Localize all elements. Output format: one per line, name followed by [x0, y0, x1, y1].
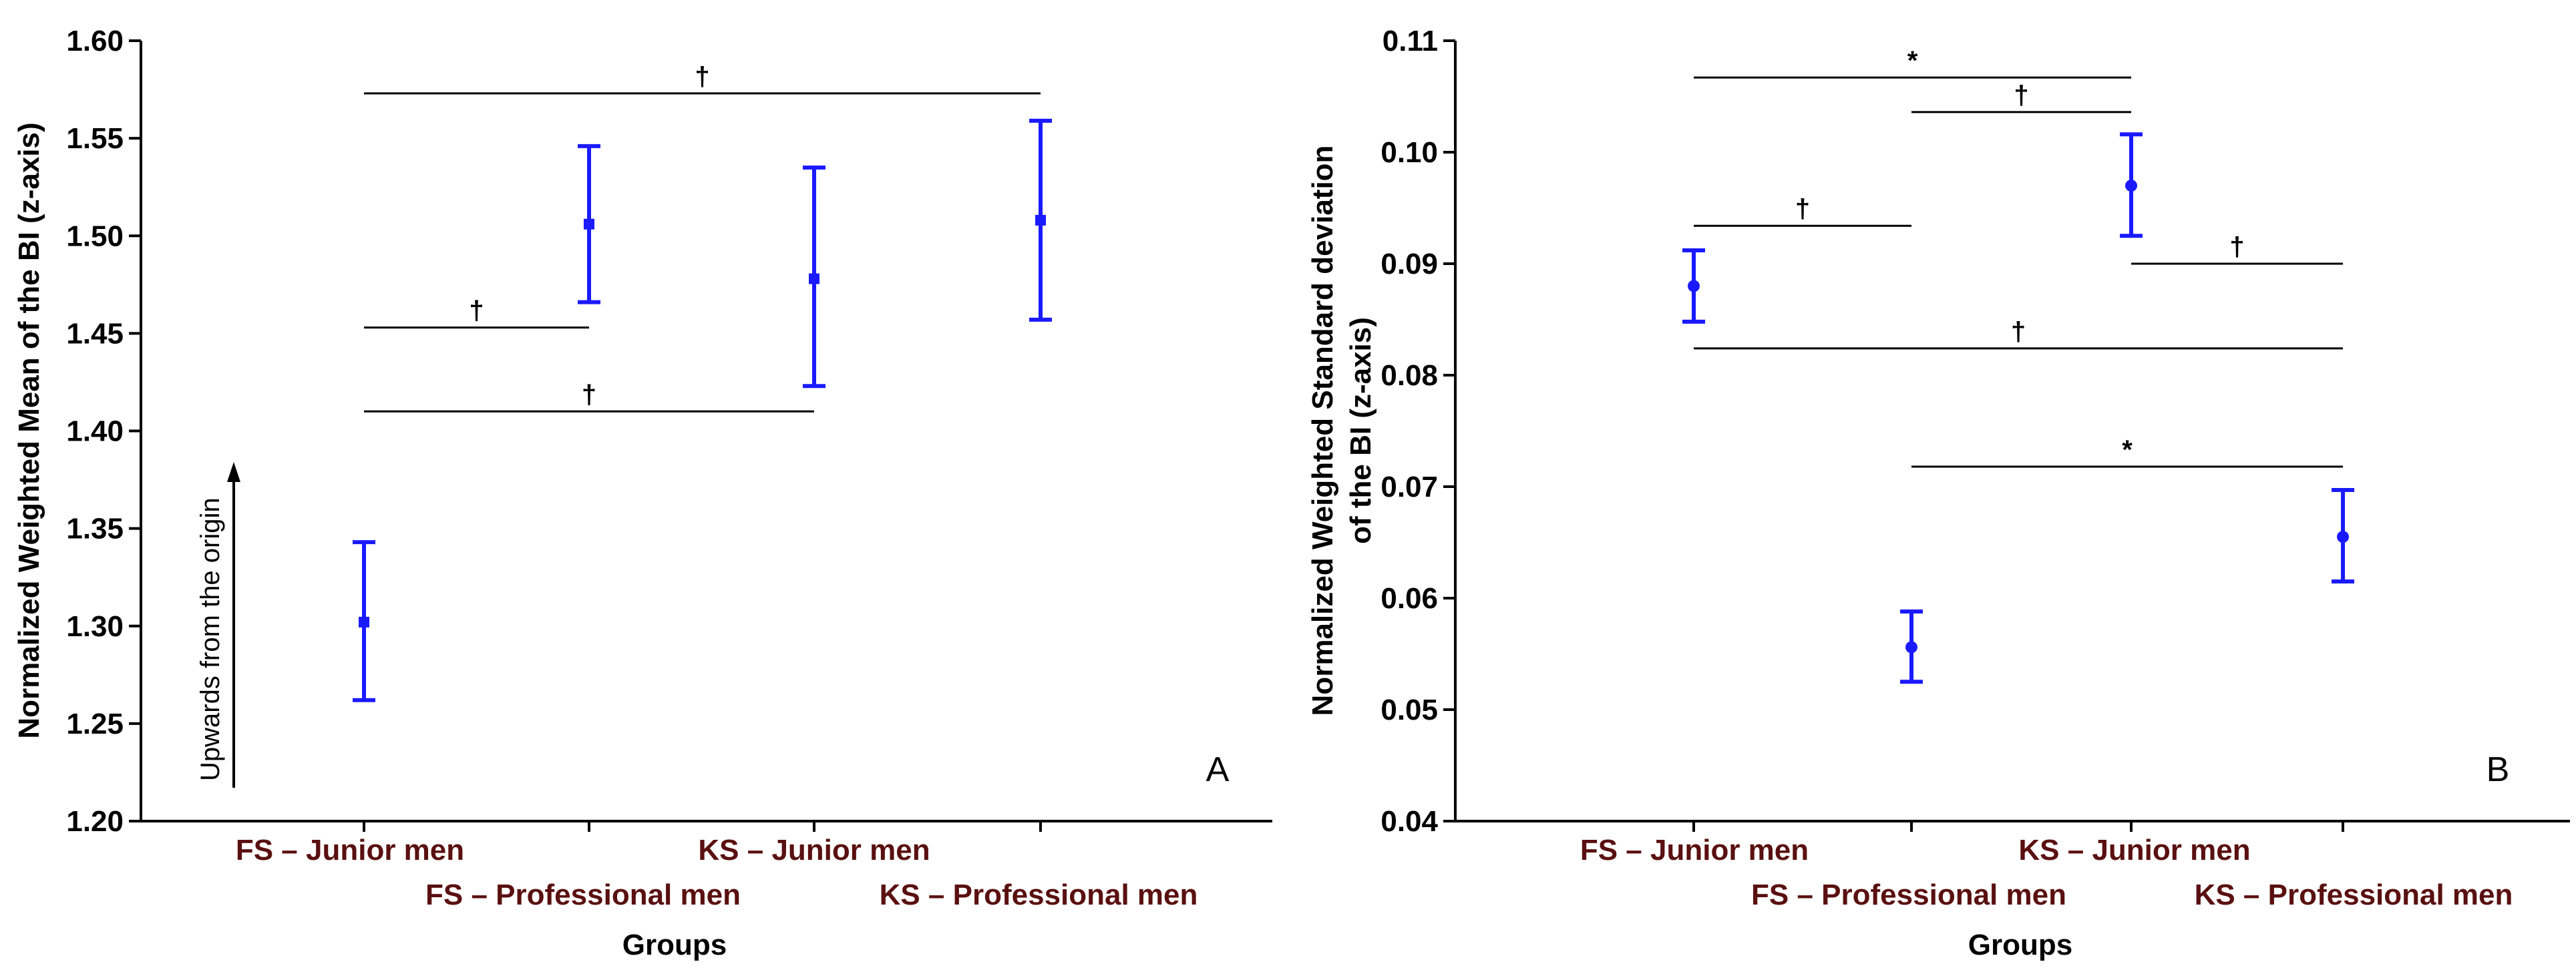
- panel-b-y-tick-label: 0.08: [1381, 359, 1438, 392]
- panel-b-y-tick-label: 0.11: [1383, 25, 1438, 57]
- panel-b-cat-label-fs-junior: FS – Junior men: [1580, 834, 1809, 867]
- panel-a-mean-point-fs-junior-men: [359, 616, 369, 628]
- panel-b-cat-label-ks-professional: KS – Professional men: [2195, 879, 2513, 911]
- panel-a-mean-point-ks-junior-men: [809, 273, 819, 284]
- panel-a-y-axis-title: Normalized Weighted Mean of the BI (z-ax…: [13, 122, 45, 738]
- panel-a-letter: A: [1206, 750, 1230, 789]
- panel-a-y-tick-label: 1.20: [66, 805, 124, 838]
- panel-a-y-tick-label: 1.25: [66, 708, 124, 740]
- panel-b-letter: B: [2487, 750, 2510, 789]
- panel-a-y-tick-label: 1.55: [66, 122, 124, 155]
- panel-a-significance-symbol: †: [469, 296, 484, 326]
- panel-a-significance-symbol: †: [582, 380, 596, 409]
- panel-b: Normalized Weighted Standard deviation o…: [1306, 25, 2570, 961]
- panel-b-mean-point-fs-junior-men: [1688, 280, 1700, 292]
- panel-b-y-tick-label: 0.06: [1381, 582, 1438, 615]
- panel-b-significance-symbol: *: [1907, 46, 1918, 75]
- panel-b-mean-point-fs-professional-men: [1905, 641, 1917, 654]
- panel-b-significance-symbol: *: [2122, 435, 2133, 465]
- panel-a-y-tick-label: 1.40: [66, 415, 124, 448]
- panel-b-y-tick-label: 0.05: [1381, 694, 1438, 726]
- upward-arrow-caption: Upwards from the origin: [196, 497, 225, 781]
- panel-b-significance-symbol: †: [2014, 81, 2028, 110]
- panel-a-significance-symbol: †: [695, 62, 709, 91]
- upward-arrow-icon: [227, 462, 240, 482]
- panel-b-y-tick-label: 0.10: [1381, 136, 1438, 169]
- panel-b-cat-label-ks-junior: KS – Junior men: [2018, 834, 2250, 867]
- panel-a-mean-point-ks-professional-men: [1035, 214, 1046, 226]
- panel-b-y-tick-label: 0.07: [1381, 471, 1438, 503]
- panel-a-y-tick-label: 1.60: [66, 25, 124, 57]
- panel-a-y-tick-label: 1.35: [66, 513, 124, 545]
- panel-a-cat-label-fs-junior: FS – Junior men: [236, 834, 464, 867]
- panel-a-cat-label-ks-junior: KS – Junior men: [698, 834, 930, 867]
- panel-a-x-axis-title: Groups: [622, 929, 727, 961]
- panel-b-y-axis-title-line-1: Normalized Weighted Standard deviation: [1306, 146, 1339, 716]
- panel-a: Normalized Weighted Mean of the BI (z-ax…: [13, 25, 1272, 961]
- panel-b-y-tick-label: 0.04: [1381, 805, 1438, 838]
- panel-a-cat-label-fs-professional: FS – Professional men: [425, 879, 741, 911]
- panel-a-cat-label-ks-professional: KS – Professional men: [880, 879, 1198, 911]
- panel-a-mean-point-fs-professional-men: [584, 218, 594, 230]
- panel-b-mean-point-ks-professional-men: [2337, 531, 2349, 543]
- panel-b-significance-symbol: †: [2229, 232, 2244, 262]
- panel-b-mean-point-ks-junior-men: [2125, 180, 2137, 192]
- panel-a-y-tick-label: 1.45: [66, 317, 124, 350]
- panel-b-x-axis-title: Groups: [1968, 929, 2072, 961]
- panel-a-y-tick-label: 1.30: [66, 610, 124, 643]
- panel-b-significance-symbol: †: [1795, 194, 1810, 224]
- panel-b-y-tick-label: 0.09: [1381, 248, 1438, 280]
- panel-b-cat-label-fs-professional: FS – Professional men: [1751, 879, 2066, 911]
- panel-a-y-tick-label: 1.50: [66, 220, 124, 252]
- panel-b-y-axis-title-line-2: of the BI (z-axis): [1344, 317, 1377, 544]
- panel-b-significance-symbol: †: [2011, 317, 2026, 346]
